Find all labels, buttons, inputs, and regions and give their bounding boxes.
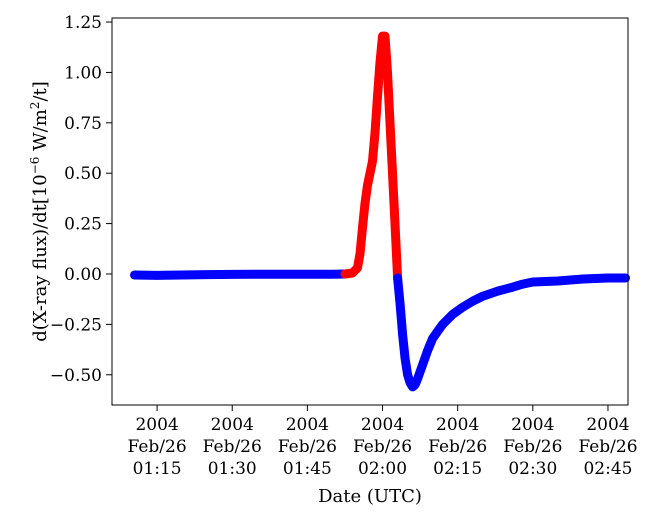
x-tick-label: 2004 Feb/26 02:30 [503, 415, 562, 479]
x-tick-label: 2004 Feb/26 01:15 [128, 415, 187, 479]
y-tick-label: 1.25 [64, 13, 102, 33]
plot-area [130, 31, 630, 392]
y-axis-label-unit: W/m [30, 109, 51, 156]
series-line-1 [130, 269, 350, 280]
y-axis-label-end: /t] [30, 81, 51, 101]
x-tick-label: 2004 Feb/26 02:00 [353, 415, 412, 479]
y-axis-label-exponent-2: 2 [28, 102, 42, 110]
y-tick-label: 0.50 [64, 164, 102, 184]
x-tick-label: 2004 Feb/26 02:15 [428, 415, 487, 479]
y-tick-label: 1.00 [64, 63, 102, 83]
x-tick-label: 2004 Feb/26 01:45 [278, 415, 337, 479]
series-line-3 [393, 273, 630, 392]
y-tick-label: 0.00 [64, 265, 102, 285]
x-axis-label: Date (UTC) [318, 486, 422, 507]
y-axis-label-exponent: −6 [28, 157, 42, 175]
y-axis-label: d(X-ray flux)/dt[10−6 W/m2/t] [28, 81, 51, 342]
y-tick-label: 0.25 [64, 215, 102, 235]
y-axis-label-main: d(X-ray flux)/dt[10 [30, 174, 51, 342]
x-axis: 2004 Feb/26 01:15 2004 Feb/26 01:30 2004 Feb/26… [128, 405, 638, 479]
x-tick-label: 2004 Feb/26 02:45 [578, 415, 637, 479]
y-tick-label: 0.75 [64, 114, 102, 134]
series-line-2 [340, 31, 403, 283]
y-axis: 1.25 1.00 0.75 0.50 0.25 0.00 −0.25 −0.50 [50, 13, 112, 386]
x-tick-label: 2004 Feb/26 01:30 [203, 415, 262, 479]
plot-frame [111, 17, 629, 406]
y-tick-label: −0.50 [50, 366, 102, 386]
y-tick-label: −0.25 [50, 315, 102, 335]
